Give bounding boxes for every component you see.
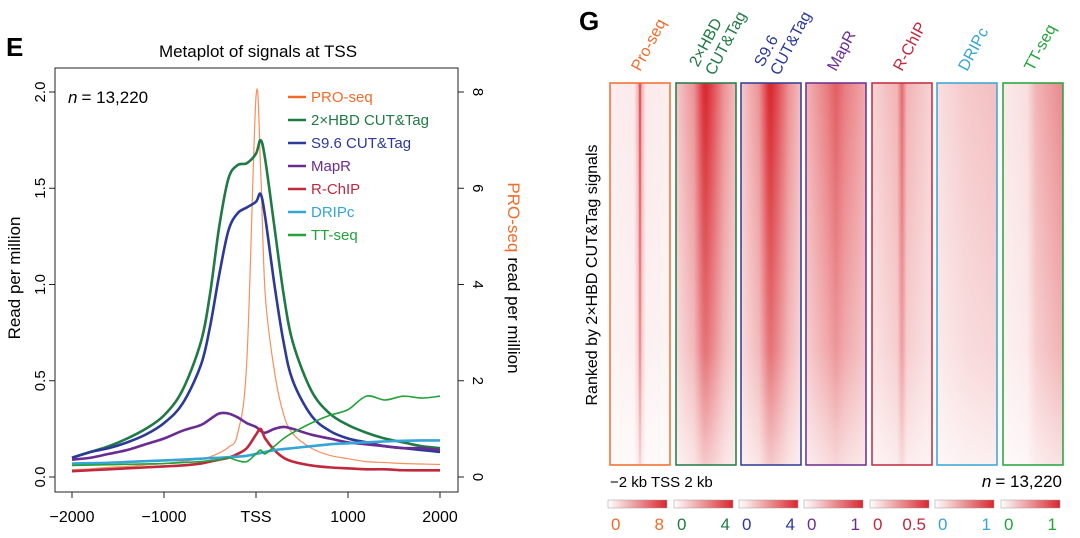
series-line-r-chip [71, 427, 440, 473]
legend: PRO-seq 2×HBD CUT&Tag S9.6 CUT&Tag MapR R-Ch… [288, 89, 429, 244]
y-tick-label: 0.0 [32, 467, 49, 488]
heatmap-header-s9-6-cut-tag: S9.6CUT&Tag [752, 0, 815, 78]
colorbar-tt-seq [1000, 499, 1061, 509]
x-tick-label: −1000 [142, 509, 187, 526]
heatmap-fade [1003, 83, 1063, 465]
colorbar-r-chip [869, 499, 930, 509]
colorbar-min-tt-seq: 0 [1004, 515, 1013, 534]
heatmap-y-label: Ranked by 2×HBD CUT&Tag signals [584, 144, 601, 405]
series-line-s9-6-cut-tag [71, 192, 441, 459]
colorbar-mapr [803, 499, 864, 509]
heatmap-border [740, 82, 802, 466]
heatmap-fade [676, 83, 736, 465]
heatmap-border [871, 82, 933, 466]
y-right-tick-label: 6 [469, 184, 486, 192]
colorbar-s9-6-cut-tag [738, 499, 799, 509]
series-line-2-hbd-cut-tag [71, 138, 441, 459]
metaplot-panel: E Metaplot of signals at TSS n = 13,220 −… [5, 32, 523, 526]
y-right-tick-label: 8 [469, 88, 486, 96]
colorbar-min-mapr: 0 [807, 515, 816, 534]
y-tick-label: 0.5 [32, 370, 49, 391]
y-right-tick-label: 4 [469, 280, 486, 288]
n-label: n = 13,220 [68, 88, 148, 107]
heatmap-column-r-chip: R-ChIP 0 0.5 [869, 20, 933, 534]
heatmap-n-label: n = 13,220 [982, 472, 1062, 491]
colorbar-max-r-chip: 0.5 [902, 515, 926, 534]
axes: −2000 −1000 TSS 1000 2000 0.0 0.5 1.0 1.5 2.0 0 2 4 6… [32, 82, 486, 526]
heatmap-header-line: Pro-seq [629, 16, 670, 73]
heatmap-header-line: MapR [825, 28, 860, 74]
heatmap-border [1002, 82, 1064, 466]
colorbar-min-2-hbd-cut-tag: 0 [677, 515, 686, 534]
heatmap-header-mapr: MapR [825, 28, 860, 74]
heatmap-border [936, 82, 998, 466]
colorbar-max-2-hbd-cut-tag: 4 [721, 515, 730, 534]
heatmap-column-dripc: DRIPc 0 1 [934, 25, 998, 534]
heatmap-border [805, 82, 867, 466]
y-tick-label: 1.5 [32, 178, 49, 199]
colorbar-min-r-chip: 0 [873, 515, 882, 534]
heatmap-border [675, 82, 737, 466]
heatmap-header-line: R-ChIP [891, 20, 931, 74]
y-axis-label-right: PRO-seq read per million [504, 182, 523, 373]
heatmap-header-dripc: DRIPc [956, 25, 993, 74]
y-tick-label: 2.0 [32, 82, 49, 103]
series-line-dripc [71, 439, 441, 465]
heatmap-x-label: −2 kb TSS 2 kb [610, 474, 713, 491]
heatmap-fade [937, 83, 997, 465]
panel-letter-g: G [579, 6, 599, 36]
legend-label-dripc: DRIPc [311, 204, 355, 221]
colorbar-min-s9-6-cut-tag: 0 [742, 515, 751, 534]
legend-label-pro-seq: PRO-seq [311, 89, 373, 106]
colorbar-2-hbd-cut-tag [673, 499, 734, 509]
colorbar-min-dripc: 0 [938, 515, 947, 534]
colorbar-max-dripc: 1 [982, 515, 991, 534]
colorbar-max-s9-6-cut-tag: 4 [786, 515, 795, 534]
heatmap-fade [872, 83, 932, 465]
colorbar-min-pro-seq: 0 [611, 515, 620, 534]
x-tick-label: −2000 [50, 509, 95, 526]
chart-title: Metaplot of signals at TSS [159, 42, 357, 61]
legend-label-r-chip: R-ChIP [311, 181, 360, 198]
colorbar-max-mapr: 1 [851, 515, 860, 534]
heatmap-border [609, 82, 671, 466]
legend-label-tt-seq: TT-seq [311, 227, 358, 244]
colorbar-max-pro-seq: 8 [655, 515, 664, 534]
y-axis-label-right-prefix: PRO-seq [504, 182, 523, 252]
x-tick-label: 2000 [422, 509, 458, 526]
heatmap-header-line: DRIPc [956, 25, 993, 74]
legend-label-s9-6-cut-tag: S9.6 CUT&Tag [311, 135, 411, 152]
heatmap-header-r-chip: R-ChIP [891, 20, 931, 74]
heatmap-header-pro-seq: Pro-seq [629, 16, 670, 73]
y-right-tick-label: 0 [469, 473, 486, 481]
series-lines [71, 88, 441, 473]
heatmap-column-pro-seq: Pro-seq 0 8 [607, 16, 671, 534]
heatmap-header-line: TT-seq [1022, 22, 1060, 74]
x-tick-label: 1000 [330, 509, 366, 526]
colorbar-dripc [934, 499, 995, 509]
colorbar-max-tt-seq: 1 [1048, 515, 1057, 534]
series-line-tt-seq [71, 395, 441, 467]
colorbar-pro-seq [607, 499, 668, 509]
heatmap-header-2-hbd-cut-tag: 2×HBDCUT&Tag [687, 0, 750, 78]
panel-letter-e: E [6, 32, 23, 62]
y-axis-label: Read per million [5, 217, 24, 340]
heatmap-column-mapr: MapR 0 1 [803, 28, 867, 534]
heatmap-panel: G Ranked by 2×HBD CUT&Tag signals Pro-se… [579, 0, 1064, 534]
heatmap-fade [806, 83, 866, 465]
heatmap-column-tt-seq: TT-seq 0 1 [1000, 22, 1064, 534]
x-tick-label: TSS [240, 509, 271, 526]
y-axis-label-right-rest: read per million [504, 257, 523, 373]
y-tick-label: 1.0 [32, 274, 49, 295]
y-right-tick-label: 2 [469, 377, 486, 385]
legend-label-2-hbd-cut-tag: 2×HBD CUT&Tag [311, 112, 429, 129]
heatmap-header-tt-seq: TT-seq [1022, 22, 1060, 74]
heatmap-fade [610, 83, 670, 465]
heatmap-fade [741, 83, 801, 465]
legend-label-mapr: MapR [311, 158, 351, 175]
